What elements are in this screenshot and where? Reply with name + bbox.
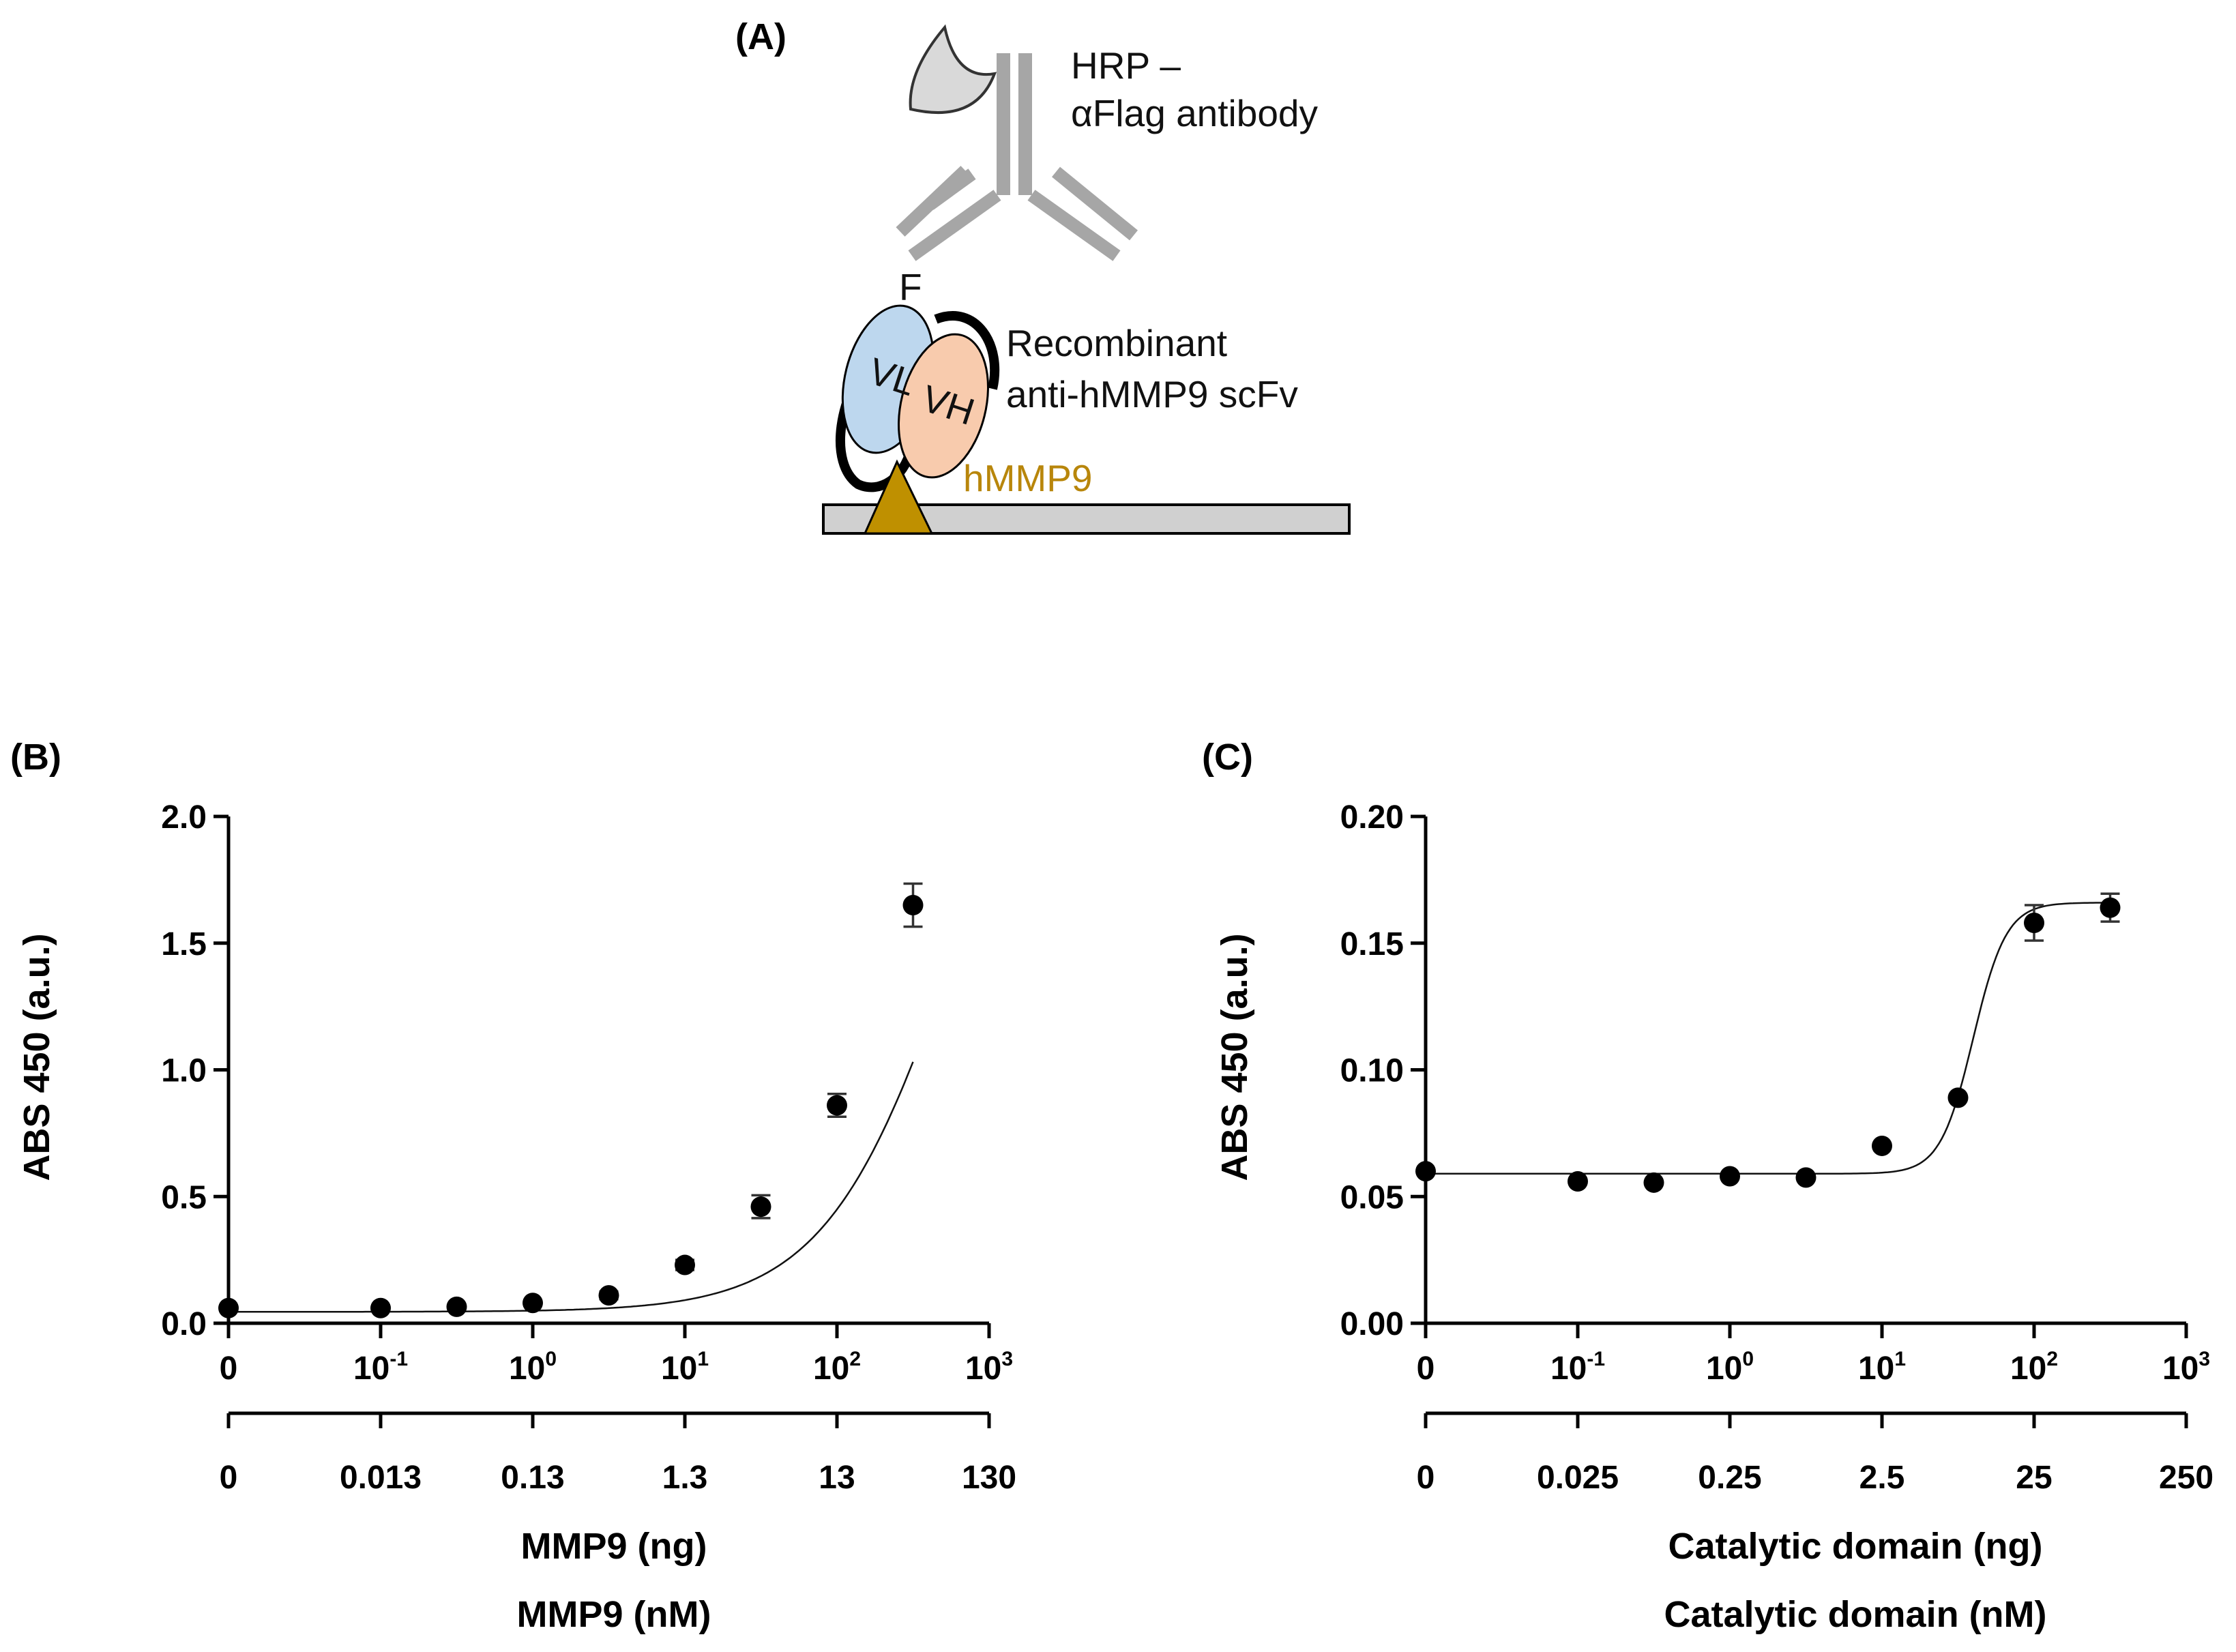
- scfv-label-line2: anti-hMMP9 scFv: [1006, 373, 1298, 415]
- panel-c-x-tick-label: 103: [2162, 1348, 2210, 1387]
- panel-b-x2-tick-label: 1.3: [662, 1460, 708, 1496]
- panel-c-label: (C): [1202, 737, 1253, 778]
- hmmp9-antigen-icon: [863, 459, 934, 535]
- panel-b-data-point: [218, 1297, 239, 1318]
- antibody-label-line1: HRP –: [1071, 44, 1181, 87]
- panel-b-x2-tick-label: 0.13: [501, 1460, 564, 1496]
- flag-tag-label: F: [899, 266, 922, 308]
- panel-c-y-tick-label: 0.10: [1340, 1053, 1404, 1089]
- panel-b-label: (B): [10, 737, 61, 778]
- panel-c-data-point: [1720, 1166, 1740, 1187]
- panel-b-x2-tick-label: 13: [819, 1460, 855, 1496]
- panel-b-data-point: [370, 1297, 391, 1318]
- hmmp9-label: hMMP9: [963, 457, 1093, 499]
- panel-c: (C) ABS 450 (a.u.) 0.000.050.100.150.20 …: [1202, 737, 2213, 1635]
- panel-c-y-tick-label: 0.20: [1340, 799, 1404, 836]
- hrp-enzyme-icon: [909, 24, 997, 115]
- panel-b-data-point: [902, 895, 924, 916]
- panel-c-x2-tick-label: 0: [1417, 1460, 1435, 1496]
- panel-c-y-tick-label: 0.00: [1340, 1306, 1404, 1342]
- panel-c-data-point: [2024, 913, 2044, 934]
- panel-c-fit-curve: [1426, 902, 2110, 1175]
- panel-b-y-tick-label: 0.5: [161, 1179, 207, 1215]
- panel-b-x-axis-title-bottom: MMP9 (nM): [517, 1594, 711, 1635]
- panel-b-fit-curve: [229, 1061, 914, 1313]
- panel-b-x-tick-label: 0: [220, 1351, 238, 1387]
- panel-c-x2-tick-label: 0.025: [1537, 1460, 1619, 1496]
- panel-b: (B) ABS 450 (a.u.) 0.0 0.5 1.0 1.5 2.0 0 10-1…: [10, 737, 1016, 1635]
- panel-c-x-axis-title-top: Catalytic domain (ng): [1668, 1526, 2042, 1567]
- panel-c-x2-tick-label: 0.25: [1698, 1460, 1761, 1496]
- panel-c-x-tick-label: 0: [1417, 1351, 1435, 1387]
- scfv-label-line1: Recombinant: [1006, 322, 1227, 364]
- panel-b-y-axis-title: ABS 450 (a.u.): [16, 933, 57, 1181]
- panel-b-x2-tick-label: 130: [962, 1460, 1016, 1496]
- panel-c-data-point: [1415, 1161, 1436, 1182]
- panel-c-x2-tick-label: 250: [2159, 1460, 2213, 1496]
- panel-b-data-point: [827, 1095, 847, 1116]
- panel-b-x-tick-label: 102: [813, 1348, 861, 1387]
- panel-b-x-tick-label: 100: [509, 1348, 557, 1387]
- panel-c-x-tick-label: 102: [2010, 1348, 2058, 1387]
- panel-c-x2-tick-label: 25: [2016, 1460, 2052, 1496]
- panel-b-x-axis-title-top: MMP9 (ng): [521, 1526, 707, 1567]
- panel-c-data-point: [1795, 1167, 1816, 1188]
- panel-a-label: (A): [735, 16, 786, 57]
- panel-b-data-point: [446, 1296, 467, 1317]
- antibody-label-line2: αFlag antibody: [1071, 92, 1319, 134]
- panel-c-data-point: [1568, 1170, 1588, 1192]
- panel-c-y-tick-label: 0.15: [1340, 926, 1404, 962]
- panel-c-y-tick-label: 0.05: [1340, 1179, 1404, 1215]
- panel-c-data-point: [1947, 1087, 1969, 1108]
- panel-b-x-tick-label: 103: [965, 1348, 1013, 1387]
- antibody-icon: [896, 53, 1138, 261]
- panel-c-x2-tick-label: 2.5: [1859, 1460, 1905, 1496]
- panel-c-x-axis-title-bottom: Catalytic domain (nM): [1664, 1594, 2046, 1635]
- panel-b-y-tick-label: 0.0: [161, 1306, 207, 1342]
- panel-c-x-tick-label: 100: [1706, 1348, 1754, 1387]
- panel-c-data-point: [2100, 897, 2121, 918]
- panel-b-data-point: [598, 1285, 619, 1306]
- panel-b-x2-tick-label: 0.013: [340, 1460, 422, 1496]
- panel-c-x-tick-label: 10-1: [1550, 1348, 1605, 1387]
- panel-c-x-tick-label: 101: [1858, 1348, 1906, 1387]
- panel-b-data-point: [750, 1196, 771, 1218]
- scfv-icon: [836, 304, 1000, 492]
- panel-b-y-tick-label: 1.0: [161, 1053, 207, 1089]
- panel-c-data-point: [1872, 1135, 1892, 1156]
- panel-b-y-tick-label: 1.5: [161, 926, 207, 962]
- panel-b-data-point: [675, 1254, 695, 1275]
- panel-b-x-tick-label: 101: [661, 1348, 709, 1387]
- panel-b-x-tick-label: 10-1: [353, 1348, 408, 1387]
- panel-b-x2-tick-label: 0: [220, 1460, 238, 1496]
- panel-b-y-tick-label: 2.0: [161, 799, 207, 836]
- panel-c-y-axis-title: ABS 450 (a.u.): [1214, 933, 1255, 1181]
- panel-c-data-point: [1643, 1172, 1664, 1193]
- panel-b-data-point: [523, 1293, 543, 1314]
- panel-a: (A) HRP – αFlag antibody F VL VH Recombi…: [735, 16, 1351, 535]
